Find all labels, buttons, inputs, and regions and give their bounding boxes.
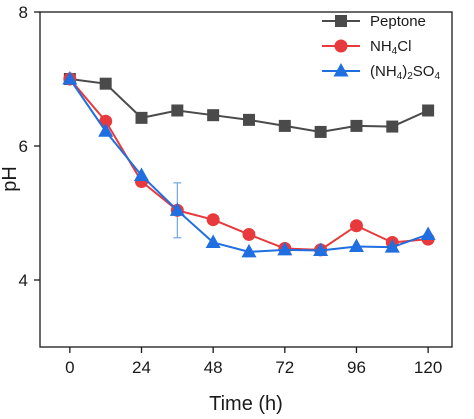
data-point: [277, 241, 293, 256]
data-point: [348, 238, 364, 252]
legend-marker: [334, 39, 348, 53]
x-tick-label: 120: [414, 358, 442, 377]
data-point: [350, 119, 363, 132]
legend-label: NH4Cl: [370, 38, 411, 57]
legend-item: (NH4)2SO4: [322, 63, 440, 82]
data-point: [349, 219, 363, 233]
legend-label: Peptone: [370, 13, 426, 30]
legend-item: Peptone: [322, 13, 426, 30]
legend-marker: [333, 63, 349, 77]
x-tick-label: 0: [65, 358, 74, 377]
series-line: [69, 78, 429, 253]
data-series: [62, 71, 436, 258]
data-point: [207, 109, 220, 122]
legend-marker: [335, 15, 347, 27]
legend-label: (NH4)2SO4: [370, 63, 440, 82]
x-tick-label: 48: [204, 358, 223, 377]
data-point: [99, 77, 112, 90]
data-point: [134, 167, 150, 181]
legend-label-subscript: 4: [397, 71, 403, 82]
x-axis-title: Time (h): [209, 393, 283, 415]
data-point: [313, 242, 329, 257]
x-tick-label: 96: [347, 358, 366, 377]
data-point: [242, 227, 256, 241]
legend-label-subscript: 2: [407, 71, 413, 82]
data-point: [99, 114, 113, 128]
legend-label-part: (NH: [370, 63, 397, 80]
data-point: [420, 226, 436, 240]
legend-label-part: Peptone: [370, 13, 426, 30]
legend-label-part: Cl: [397, 38, 411, 55]
series-circle: [63, 72, 435, 257]
legend-label-part: ): [402, 63, 407, 80]
legend-label-part: SO: [413, 63, 435, 80]
data-point: [422, 104, 435, 117]
data-point: [98, 123, 114, 137]
data-point: [206, 213, 220, 227]
legend-item: NH4Cl: [322, 38, 411, 57]
data-point: [62, 71, 78, 85]
data-point: [384, 239, 400, 253]
y-axis-title: pH: [0, 166, 21, 192]
data-point: [278, 119, 291, 132]
data-point: [171, 104, 184, 117]
data-point: [242, 113, 255, 126]
series-square: [63, 73, 435, 138]
series-line: [69, 78, 429, 251]
plot-frame: [39, 11, 453, 348]
series-triangle: [62, 71, 436, 258]
y-tick-label: 6: [19, 137, 28, 156]
data-point: [169, 202, 185, 216]
legend-label-subscript: 4: [434, 71, 440, 82]
legend-label-subscript: 4: [392, 46, 398, 57]
data-point: [241, 243, 257, 258]
data-point: [205, 234, 221, 248]
data-point: [135, 111, 148, 124]
data-point: [386, 120, 399, 133]
legend-label-part: NH: [370, 38, 392, 55]
x-tick-label: 72: [275, 358, 294, 377]
y-tick-label: 8: [19, 3, 28, 22]
y-tick-label: 4: [19, 271, 28, 290]
x-tick-label: 24: [132, 358, 151, 377]
data-point: [314, 125, 327, 138]
